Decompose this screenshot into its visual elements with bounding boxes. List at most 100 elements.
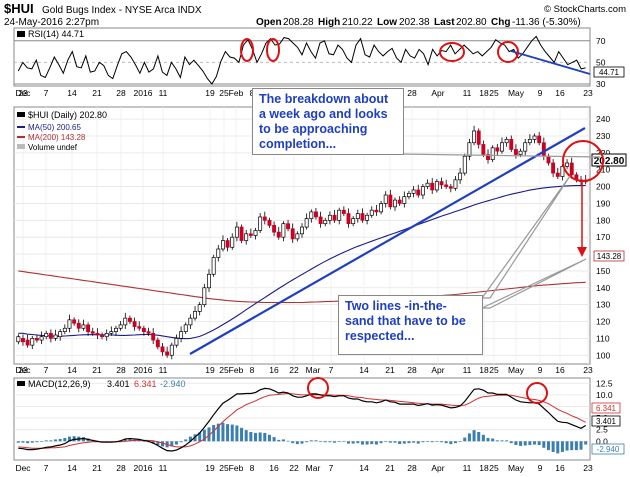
macd-histogram-bar (235, 425, 239, 442)
x-tick-label: Mar (306, 463, 321, 473)
price-tick-label: 230 (596, 131, 610, 141)
macd-histogram-bar (128, 438, 132, 442)
candle (109, 326, 114, 336)
candle (211, 254, 216, 277)
x-tick-label: 16 (555, 88, 565, 98)
macd-histogram-bar (556, 441, 560, 454)
candle (397, 196, 402, 206)
x-tick-label: 22 (289, 463, 299, 473)
x-tick-label: 25 (489, 365, 499, 375)
candle (527, 134, 532, 146)
candle (393, 197, 397, 211)
macd-histogram-bar (230, 424, 234, 442)
ma200-legend-label: MA(200) 143.28 (28, 133, 86, 142)
candle (565, 159, 570, 169)
candle (53, 329, 58, 341)
x-tick-label: 21 (385, 365, 395, 375)
price-tick-label: 190 (596, 198, 610, 208)
candle (216, 245, 221, 262)
macd-histogram-bar (44, 440, 48, 442)
candle (332, 210, 337, 223)
candle (62, 324, 67, 335)
macd-histogram-bar (491, 438, 495, 442)
x-tick-label: 8 (250, 365, 255, 375)
candle (76, 319, 81, 333)
macd-peak-circle-2 (526, 382, 548, 404)
candle (351, 216, 356, 227)
macd-histogram-bar (347, 441, 351, 444)
macd-histogram-bar (63, 438, 67, 442)
price-tick-label: 200 (596, 182, 610, 192)
macd-histogram-bar (481, 434, 485, 442)
high-label: High (318, 17, 340, 28)
macd-histogram-bar (67, 436, 71, 442)
x-tick-label: 7 (329, 365, 334, 375)
candle (309, 209, 314, 223)
x-tick-label: 25 (219, 88, 229, 98)
macd-histogram-bar (151, 441, 155, 444)
x-tick-label: 21 (92, 88, 102, 98)
macd-histogram-bar (174, 441, 178, 445)
candle (379, 200, 384, 215)
x-tick-label: 2016 (134, 88, 153, 98)
high-value: 210.22 (342, 17, 373, 28)
candle (486, 149, 490, 164)
macd-histogram-bar (467, 433, 471, 442)
candle (365, 212, 370, 225)
macd-histogram-bar (546, 441, 550, 451)
candle (537, 132, 542, 146)
macd-histogram-bar (202, 429, 206, 442)
price-legend-label: $HUI (Daily) 202.80 (28, 110, 107, 120)
candle (360, 208, 365, 223)
candle (481, 140, 486, 158)
price-tick-label: 170 (596, 232, 610, 242)
macd-histogram-bar (277, 439, 281, 442)
candle (25, 334, 30, 348)
macd-histogram-bar (21, 441, 25, 443)
x-tick-label: Apr (431, 88, 444, 98)
macd-tick-label: 12.5 (596, 378, 613, 388)
macd-histogram-bar (509, 441, 513, 444)
candle (453, 175, 458, 191)
candle (16, 334, 21, 345)
macd-histogram-bar (551, 441, 555, 452)
low-label: Low (377, 17, 397, 28)
macd-histogram-bar (26, 441, 30, 444)
price-tick-label: 180 (596, 215, 610, 225)
candle (462, 153, 467, 176)
candle (39, 331, 44, 345)
macd-histogram-bar (449, 441, 453, 445)
x-tick-label: Feb (229, 365, 244, 375)
macd-histogram-bar (458, 441, 462, 442)
hist-legend-value: -2.940 (160, 379, 186, 389)
candle (286, 219, 290, 232)
candle (100, 332, 104, 340)
candle (341, 206, 346, 217)
macd-histogram-bar (142, 441, 146, 442)
macd-histogram-bar (263, 432, 267, 442)
x-tick-label: 11 (159, 88, 168, 98)
ma50-legend-label: MA(50) 200.65 (28, 123, 81, 132)
macd-histogram-bar (374, 441, 378, 445)
macd-legend: MACD(12,26,9) 3.401 6.341 -2.940 (17, 379, 186, 389)
macd-histogram-bar (560, 441, 564, 452)
x-tick-label: 18 (479, 365, 489, 375)
macd-histogram-bar (370, 441, 374, 445)
candle (276, 226, 281, 240)
macd-histogram-bar (500, 440, 504, 442)
macd-tick-label: 10.0 (596, 390, 613, 400)
chart-header: $HUI Gold Bugs Index - NYSE Arca INDX 24… (4, 1, 626, 28)
macd-histogram-bar (40, 441, 44, 442)
rsi-overbought-circle-2 (266, 38, 280, 62)
index-name: Gold Bugs Index - NYSE Arca INDX (42, 5, 202, 16)
price-tick-label: 100 (596, 350, 610, 360)
macd-line (18, 387, 587, 452)
rsi-last-tag: 44.71 (593, 66, 625, 78)
x-tick-label: 11 (159, 463, 168, 473)
candle (267, 217, 272, 228)
macd-legend-swatch (17, 381, 25, 386)
macd-histogram-bar (328, 441, 332, 443)
macd-hist-tag: -2.940 (591, 443, 625, 455)
price-tick-label: 120 (596, 317, 610, 327)
macd-histogram-bar (412, 441, 416, 443)
